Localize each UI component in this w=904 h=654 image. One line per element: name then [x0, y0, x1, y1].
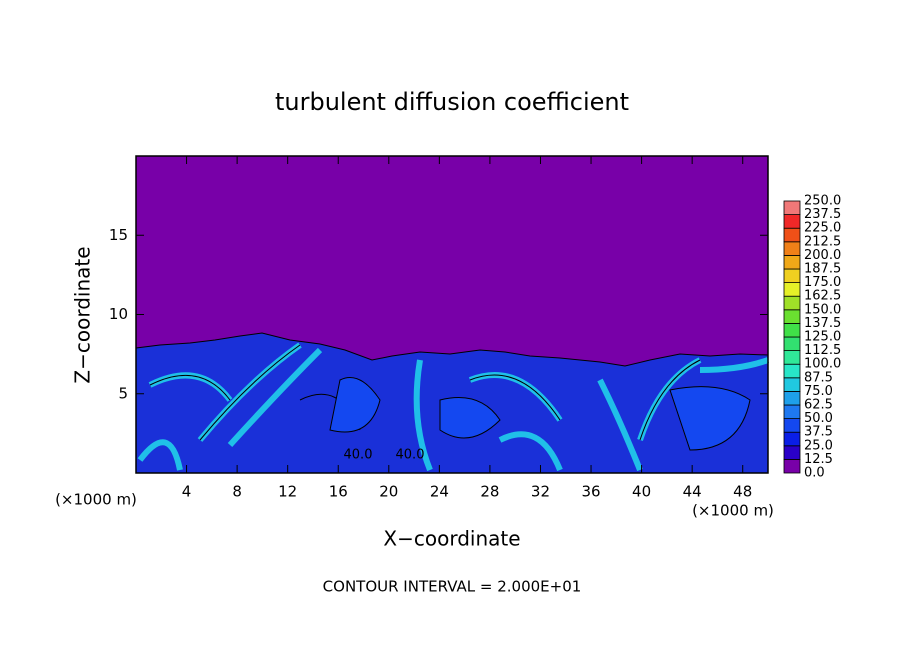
y-axis-label: Z−coordinate — [71, 246, 95, 383]
colorbar-label: 162.5 — [804, 289, 841, 304]
x-tick-label: 48 — [733, 483, 752, 501]
colorbar-box — [783, 377, 801, 392]
y-tick-label: 5 — [118, 384, 128, 402]
colorbar-label: 75.0 — [804, 384, 833, 399]
colorbar-box — [783, 200, 801, 216]
colorbar-label: 0.0 — [804, 466, 825, 481]
x-tick-label: 20 — [379, 483, 398, 501]
x-tick-label: 24 — [430, 483, 449, 501]
colorbar-label: 150.0 — [804, 302, 841, 317]
colorbar-label: 50.0 — [804, 411, 833, 426]
colorbar-box — [783, 214, 801, 229]
colorbar-box — [783, 445, 801, 460]
contour-line — [149, 344, 701, 441]
field-patch — [329, 377, 751, 451]
colorbar-label: 125.0 — [804, 330, 841, 345]
colorbar-box — [783, 254, 801, 270]
x-tick-label: 40 — [632, 483, 651, 501]
colorbar-label: 237.5 — [804, 207, 841, 222]
colorbar-label: 87.5 — [804, 370, 833, 385]
x-tick-label: 12 — [278, 483, 297, 501]
colorbar-box — [783, 350, 801, 365]
colorbar-label: 25.0 — [804, 438, 833, 453]
x-tick-label: 36 — [581, 483, 600, 501]
x-unit: (×1000 m) — [692, 502, 774, 520]
colorbar-label: 187.5 — [804, 262, 841, 277]
colorbar-box — [783, 404, 801, 420]
x-tick-label: 28 — [480, 483, 499, 501]
colorbar-box — [783, 309, 801, 324]
colorbar-box — [783, 322, 801, 338]
x-tick-label: 32 — [531, 483, 550, 501]
colorbar-label: 225.0 — [804, 221, 841, 236]
colorbar-box — [783, 431, 801, 447]
colorbar-label: 175.0 — [804, 275, 841, 290]
colorbar-box — [783, 336, 801, 352]
x-tick-label: 16 — [329, 483, 348, 501]
colorbar-box — [783, 458, 801, 474]
colorbar-label: 250.0 — [804, 194, 841, 209]
colorbar-box — [783, 227, 801, 243]
field — [135, 156, 770, 474]
colorbar-label: 62.5 — [804, 398, 833, 413]
x-tick-label: 8 — [232, 483, 242, 501]
y-tick-label: 15 — [109, 226, 128, 244]
colorbar-label: 100.0 — [804, 357, 841, 372]
x-unit: (×1000 m) — [55, 491, 137, 509]
colorbar-box — [783, 268, 801, 284]
colorbar-box — [783, 418, 801, 433]
colorbar-label: 37.5 — [804, 425, 833, 440]
colorbar-label: 112.5 — [804, 343, 841, 358]
x-tick-label: 4 — [182, 483, 192, 501]
colorbar-label: 200.0 — [804, 248, 841, 263]
colorbar-box — [783, 282, 801, 297]
colorbar-box — [783, 241, 801, 256]
y-tick-label: 10 — [109, 305, 128, 323]
contour-label: 40.0 — [344, 448, 373, 463]
annotation: CONTOUR INTERVAL = 2.000E+01 — [323, 578, 582, 596]
contour-label: 40.0 — [396, 448, 425, 463]
x-axis-label: X−coordinate — [383, 527, 520, 551]
colorbar-label: 137.5 — [804, 316, 841, 331]
colorbar-box — [783, 390, 801, 406]
colorbar-label: 12.5 — [804, 452, 833, 467]
colorbar-box — [783, 363, 801, 379]
colorbar-box — [783, 295, 801, 311]
x-tick-label: 44 — [683, 483, 702, 501]
chart-title: turbulent diffusion coefficient — [275, 88, 629, 116]
colorbar-label: 212.5 — [804, 234, 841, 249]
